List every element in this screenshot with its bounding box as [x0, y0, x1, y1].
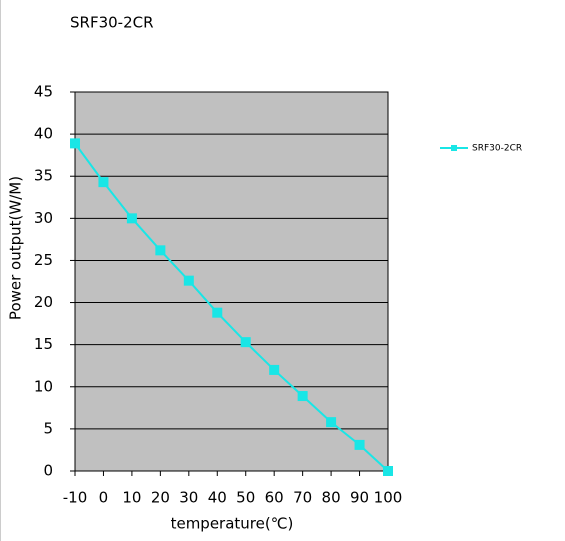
- x-tick-label: 100: [374, 489, 403, 507]
- data-point: [383, 466, 393, 476]
- y-tick-label: 35: [34, 167, 53, 185]
- plot-area: [74, 91, 389, 472]
- x-tick-label: 0: [99, 489, 109, 507]
- data-point: [269, 364, 280, 375]
- y-tick-label: 30: [34, 209, 53, 227]
- data-point: [70, 138, 80, 149]
- y-tick-label: 15: [34, 335, 53, 353]
- data-point: [126, 213, 137, 224]
- x-tick-label: 20: [151, 489, 170, 507]
- data-point: [212, 307, 223, 318]
- legend-marker: [451, 145, 457, 151]
- x-tick-label: 10: [122, 489, 141, 507]
- y-axis-label: Power output(W/M): [7, 176, 25, 320]
- x-tick-label: 70: [293, 489, 312, 507]
- data-point: [240, 337, 251, 348]
- y-tick-label: 25: [34, 251, 53, 269]
- y-tick-label: 10: [34, 377, 53, 395]
- x-tick-label: 40: [208, 489, 227, 507]
- y-tick-label: 0: [43, 462, 53, 480]
- data-point: [297, 391, 308, 402]
- data-point: [155, 245, 166, 256]
- y-tick-label: 20: [34, 293, 53, 311]
- data-point: [354, 439, 365, 450]
- y-tick-label: 45: [34, 83, 53, 101]
- data-point: [183, 275, 194, 286]
- x-tick-label: 60: [265, 489, 284, 507]
- data-point: [326, 417, 337, 428]
- x-tick-label: 90: [350, 489, 369, 507]
- x-tick-label: 30: [179, 489, 198, 507]
- y-tick-label: 5: [43, 419, 53, 437]
- x-tick-label: 80: [322, 489, 341, 507]
- chart-title: SRF30-2CR: [70, 14, 154, 32]
- x-tick-label: -10: [63, 489, 88, 507]
- data-point: [98, 177, 109, 188]
- x-tick-label: 50: [236, 489, 255, 507]
- legend-label: SRF30-2CR: [472, 144, 522, 154]
- x-axis-label: temperature(℃): [171, 515, 294, 533]
- y-tick-label: 40: [34, 125, 53, 143]
